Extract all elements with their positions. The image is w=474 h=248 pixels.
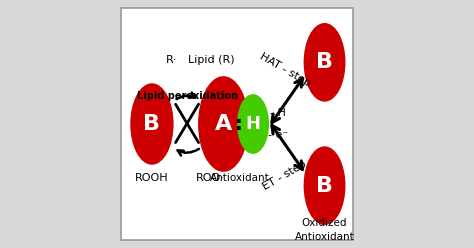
- Ellipse shape: [304, 147, 345, 224]
- Text: Lipid peroxidation: Lipid peroxidation: [137, 91, 238, 101]
- Text: ROO·: ROO·: [195, 173, 224, 183]
- Text: Lipid (R): Lipid (R): [188, 55, 235, 65]
- Text: Antioxidant: Antioxidant: [295, 232, 355, 243]
- Text: B: B: [316, 52, 333, 72]
- Text: H: H: [246, 115, 261, 133]
- Text: B: B: [144, 114, 160, 134]
- Text: A: A: [215, 114, 232, 134]
- Text: R·: R·: [166, 55, 177, 65]
- Ellipse shape: [131, 84, 173, 164]
- FancyBboxPatch shape: [121, 8, 353, 240]
- Text: ET - step: ET - step: [262, 159, 309, 192]
- Text: :: :: [235, 115, 243, 133]
- Ellipse shape: [304, 24, 345, 101]
- Text: B: B: [316, 176, 333, 196]
- Text: - e⁻: - e⁻: [267, 130, 288, 140]
- Text: HAT - step: HAT - step: [258, 51, 312, 88]
- Ellipse shape: [199, 77, 248, 171]
- Ellipse shape: [238, 95, 268, 153]
- Text: ROOH: ROOH: [135, 173, 169, 183]
- Text: - H: - H: [270, 108, 286, 118]
- Text: Oxidized: Oxidized: [302, 218, 347, 228]
- Text: Antioxidant: Antioxidant: [210, 173, 269, 183]
